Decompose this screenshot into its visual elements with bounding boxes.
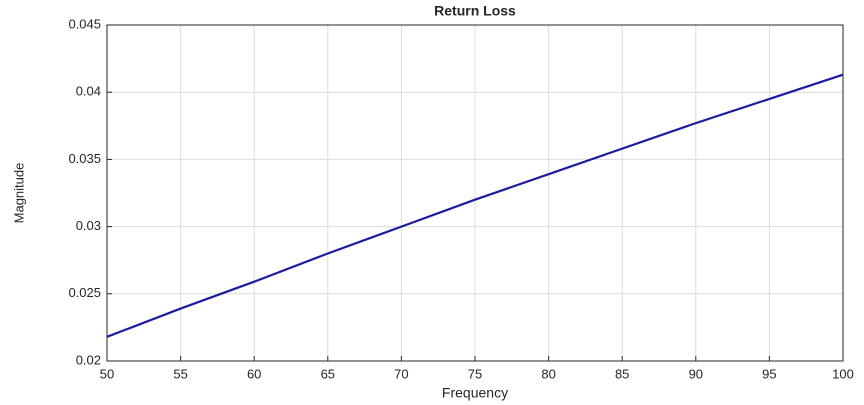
x-axis-label: Frequency (442, 385, 508, 401)
y-tick-label: 0.03 (76, 218, 101, 233)
plot-frame (106, 24, 844, 362)
x-tick-label: 85 (615, 366, 629, 381)
x-tick-label: 50 (100, 366, 114, 381)
data-line (106, 73, 844, 338)
y-tick-label: 0.02 (76, 352, 101, 367)
chart-title: Return Loss (434, 3, 516, 19)
x-tick-label: 65 (321, 366, 335, 381)
x-tick-label: 75 (468, 366, 482, 381)
x-tick-label: 55 (173, 366, 187, 381)
y-tick-label: 0.04 (76, 84, 101, 99)
y-tick-label: 0.035 (68, 151, 101, 166)
y-tick-label: 0.045 (68, 16, 101, 31)
x-tick-label: 90 (689, 366, 703, 381)
x-tick-label: 70 (394, 366, 408, 381)
x-tick-label: 95 (762, 366, 776, 381)
x-tick-label: 80 (541, 366, 555, 381)
y-tick-label: 0.025 (68, 285, 101, 300)
x-tick-label: 60 (247, 366, 261, 381)
y-axis-label: Magnitude (11, 163, 26, 224)
x-tick-label: 100 (832, 366, 854, 381)
